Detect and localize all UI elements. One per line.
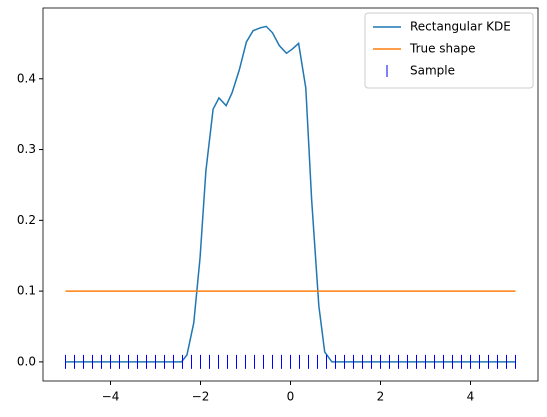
y-tick-label: 0.0 [17, 354, 36, 368]
y-tick-label: 0.4 [17, 71, 36, 85]
x-tick-label: −2 [192, 390, 210, 404]
line [65, 25, 516, 363]
x-tick-label: 2 [377, 390, 385, 404]
y-tick-label: 0.3 [17, 142, 36, 156]
x-tick-label: 4 [467, 390, 475, 404]
legend-label: Sample [410, 64, 455, 78]
legend-box [364, 12, 534, 89]
x-tick-label: 0 [287, 390, 295, 404]
y-tick-label: 0.2 [17, 213, 36, 227]
y-tick-label: 0.1 [17, 284, 36, 298]
legend-label: Rectangular KDE [410, 20, 511, 34]
axes-frame [42, 7, 539, 382]
x-tick-label: −4 [102, 390, 120, 404]
legend-label: True shape [409, 42, 476, 56]
